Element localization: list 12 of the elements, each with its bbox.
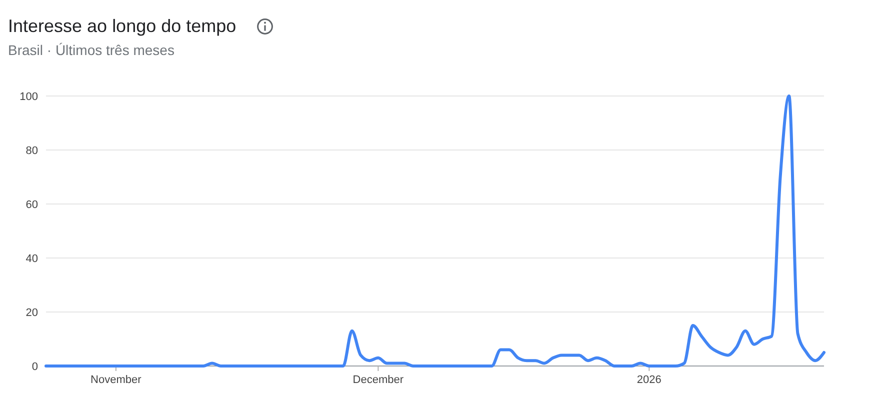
x-tick-label: December (352, 374, 404, 386)
line-series (44, 94, 826, 368)
x-tick-label: November (90, 374, 142, 386)
chart-subtitle: Brasil · Últimos três meses (8, 42, 174, 58)
chart-title: Interesse ao longo do tempo (8, 16, 236, 36)
y-tick-label: 100 (20, 90, 38, 103)
y-tick-label: 0 (32, 360, 38, 373)
y-tick-label: 40 (26, 252, 38, 265)
y-tick-label: 20 (26, 306, 38, 319)
x-tick-label: 2026 (636, 374, 662, 386)
y-tick-label: 80 (26, 144, 38, 157)
y-tick-label: 60 (26, 198, 38, 211)
